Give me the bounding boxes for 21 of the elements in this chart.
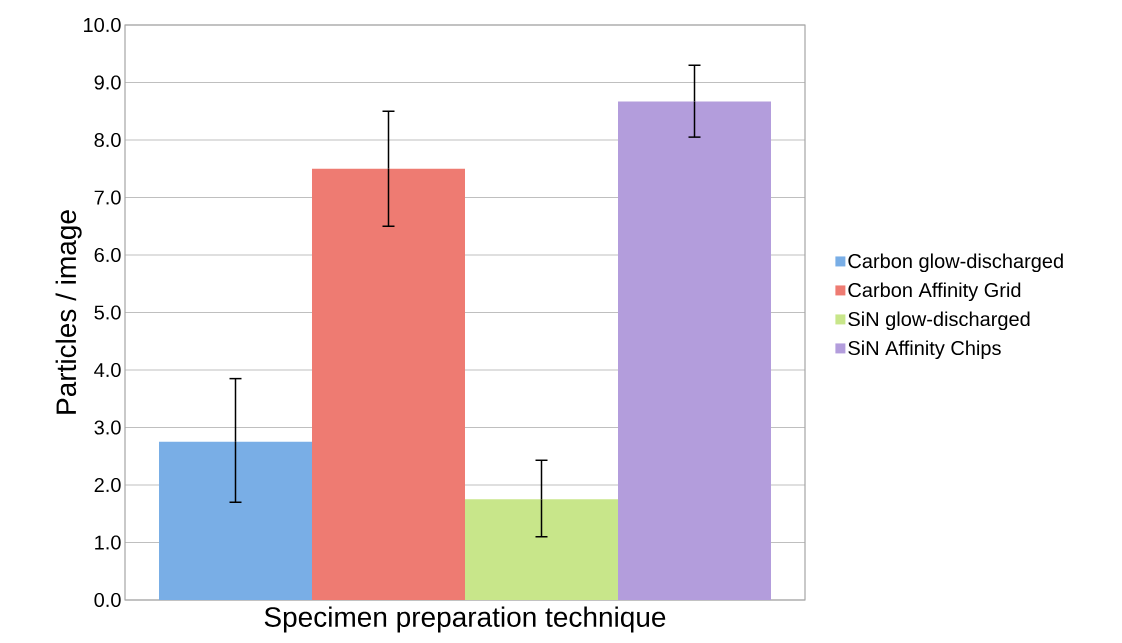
x-axis-title: Specimen preparation technique: [264, 606, 666, 633]
bar: [159, 441, 312, 600]
y-tick-label: 8.0: [94, 132, 121, 148]
y-tick-label: 9.0: [94, 75, 121, 90]
y-tick-label: 7.0: [94, 190, 121, 205]
bar: [465, 499, 618, 600]
y-tick-label: 5.0: [94, 305, 121, 320]
legend-label: Carbon Affinity Grid: [848, 282, 1021, 302]
legend-label: SiN glow-discharged: [848, 311, 1030, 331]
bar: [618, 101, 771, 600]
legend-label: SiN Affinity Chips: [848, 340, 1001, 360]
legend-label: Carbon glow-discharged: [848, 253, 1063, 273]
y-tick-label: 4.0: [94, 362, 121, 378]
y-axis-title: Particles / image: [55, 210, 82, 414]
y-tick-label: 1.0: [95, 535, 121, 550]
y-tick-label: 0.0: [94, 592, 121, 608]
bar: [312, 168, 465, 600]
y-tick-label: 6.0: [94, 247, 121, 263]
y-tick-label: 2.0: [94, 477, 121, 493]
y-tick-label: 10.0: [84, 17, 121, 33]
y-tick-label: 3.0: [94, 420, 121, 435]
